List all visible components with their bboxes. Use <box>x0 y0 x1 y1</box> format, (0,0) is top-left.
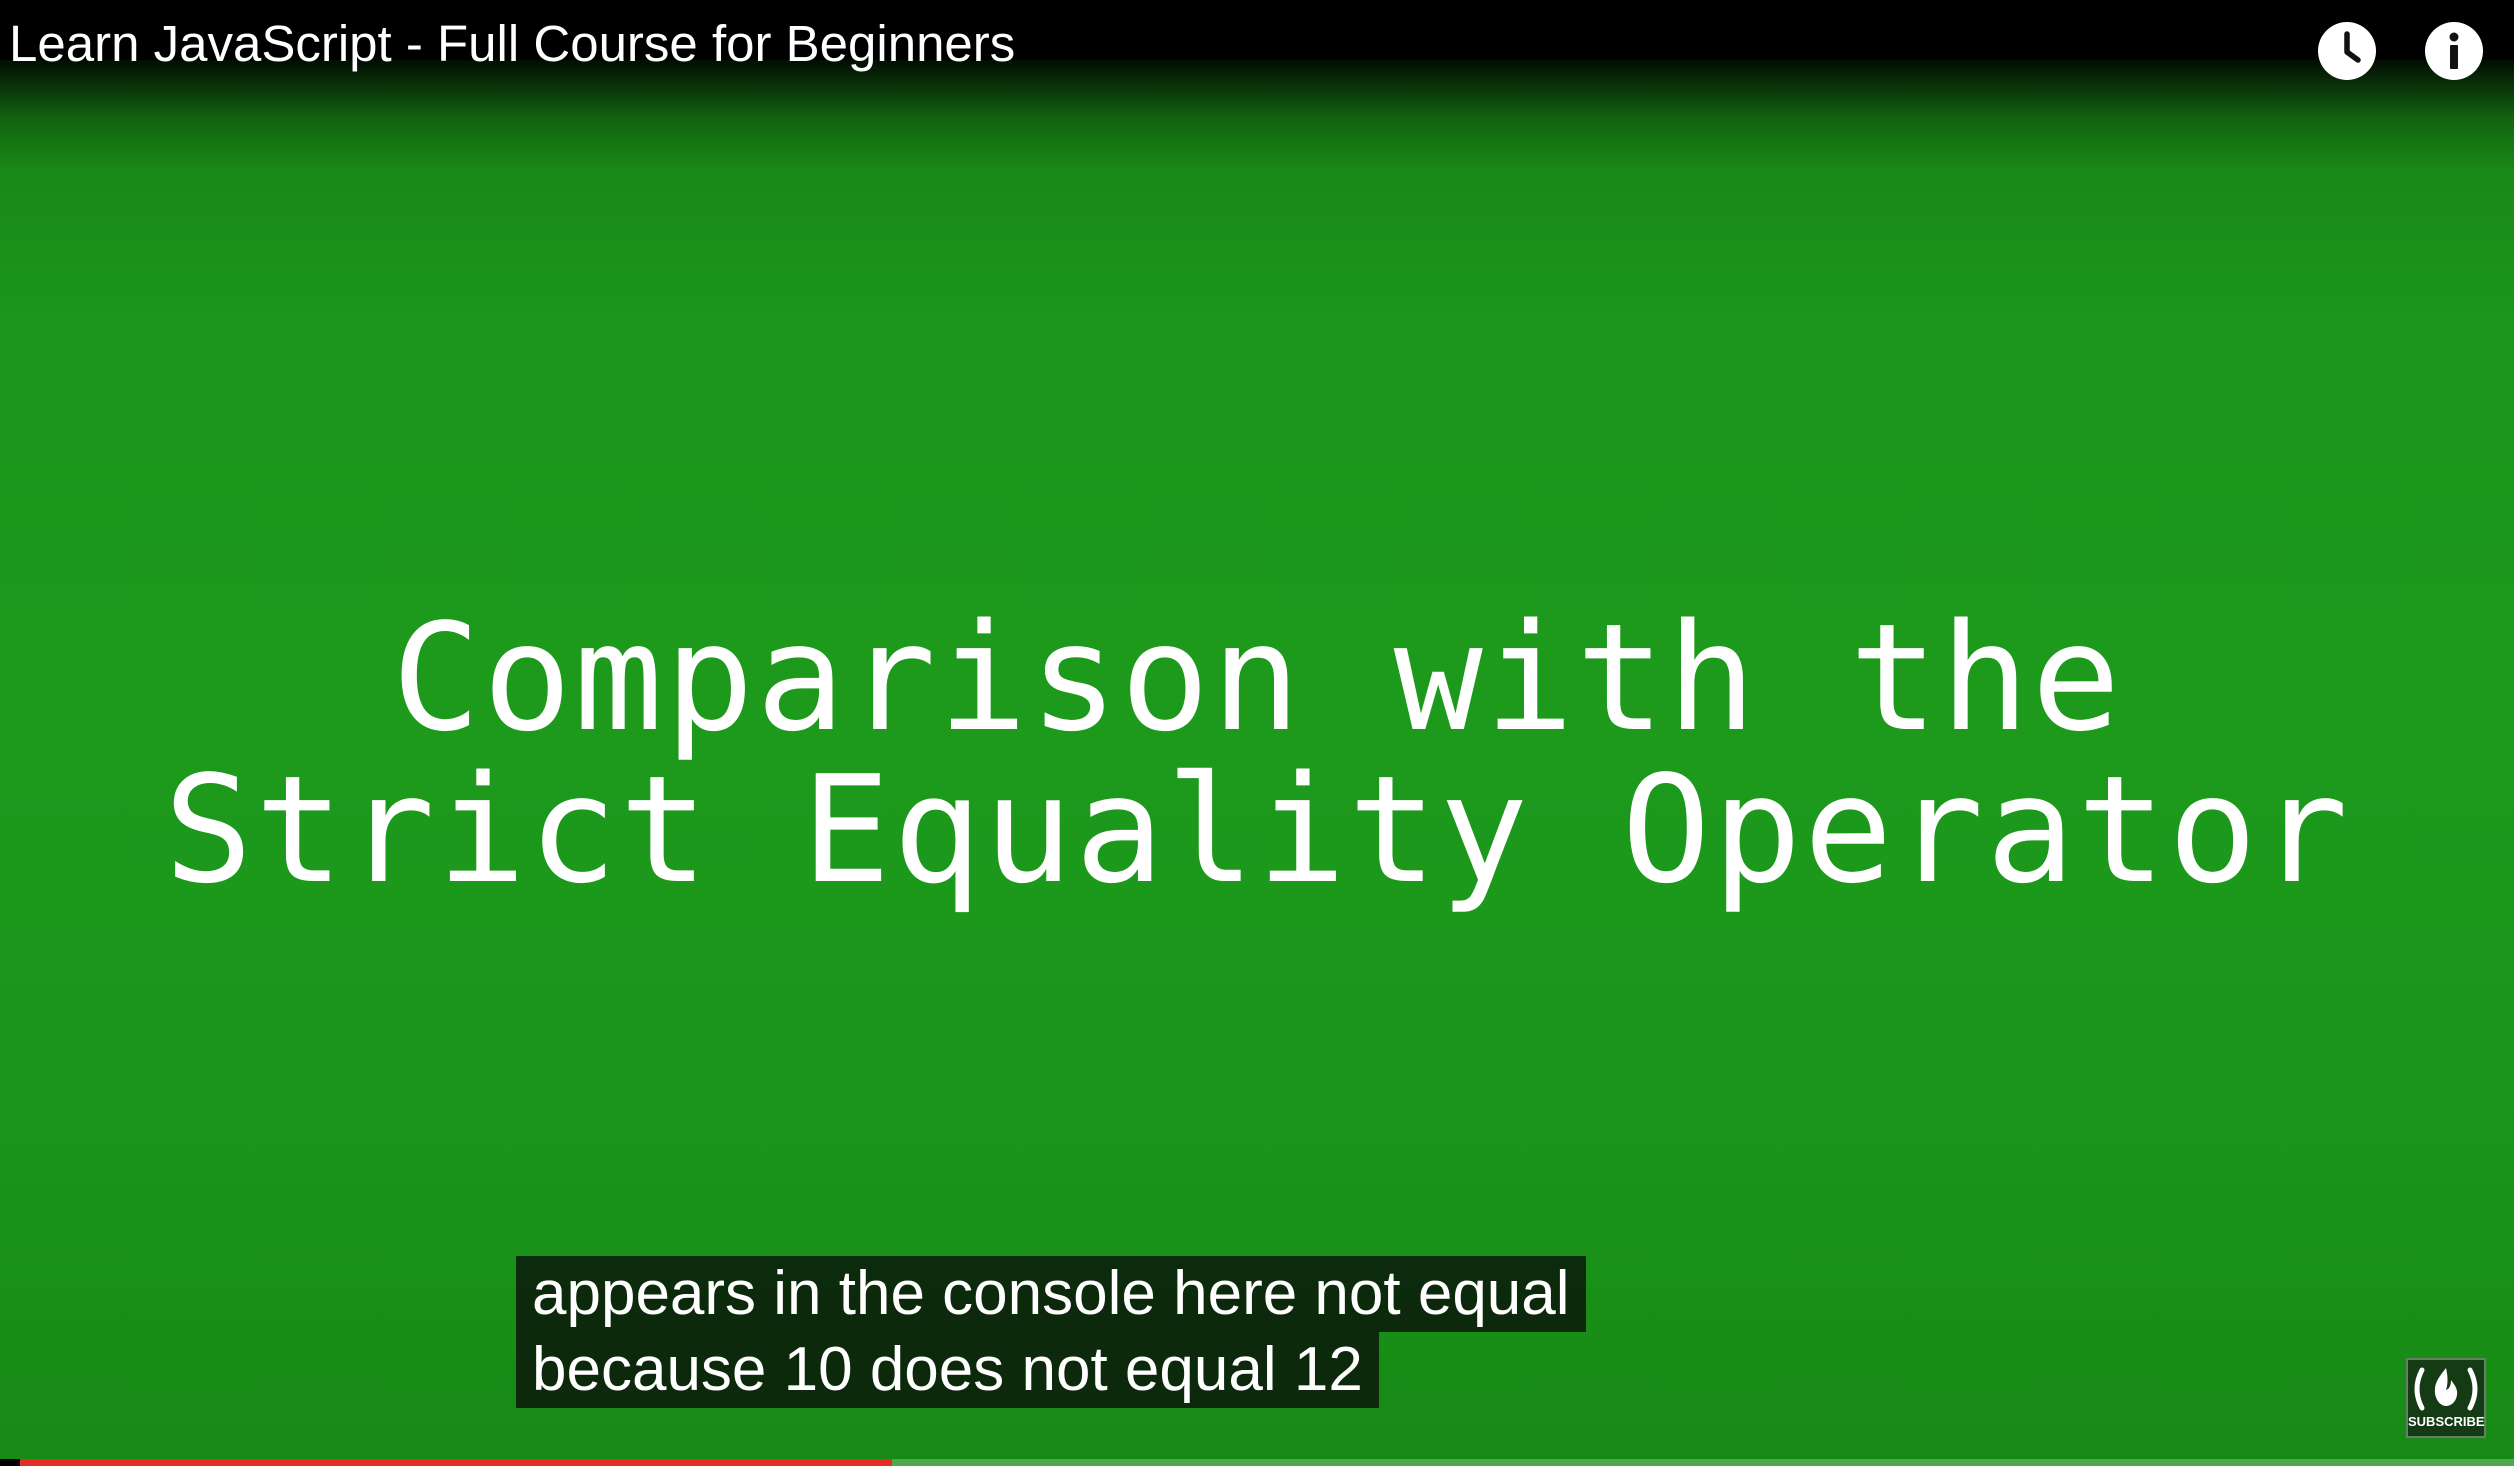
top-bar <box>0 0 2514 60</box>
watch-later-button[interactable] <box>2316 20 2378 82</box>
subscribe-label: SUBSCRIBE <box>2408 1414 2485 1429</box>
progress-bar[interactable] <box>0 1459 2514 1466</box>
progress-bar-start <box>0 1459 20 1466</box>
progress-played <box>0 1459 893 1466</box>
freecodecamp-logo-icon <box>2414 1367 2478 1411</box>
slide-title-line-1: Comparison with the <box>391 592 2123 764</box>
caption-line-1: appears in the console here not equal <box>516 1256 1586 1332</box>
video-title[interactable]: Learn JavaScript - Full Course for Begin… <box>9 15 1016 72</box>
info-button[interactable] <box>2423 20 2485 82</box>
slide-title-line-2: Strict Equality Operator <box>163 744 2351 916</box>
info-icon <box>2425 22 2483 80</box>
captions-window: appears in the console here not equal be… <box>516 1256 1586 1408</box>
channel-branding-watermark[interactable]: SUBSCRIBE <box>2406 1358 2486 1438</box>
caption-line-2: because 10 does not equal 12 <box>516 1332 1379 1408</box>
clock-icon <box>2318 22 2376 80</box>
